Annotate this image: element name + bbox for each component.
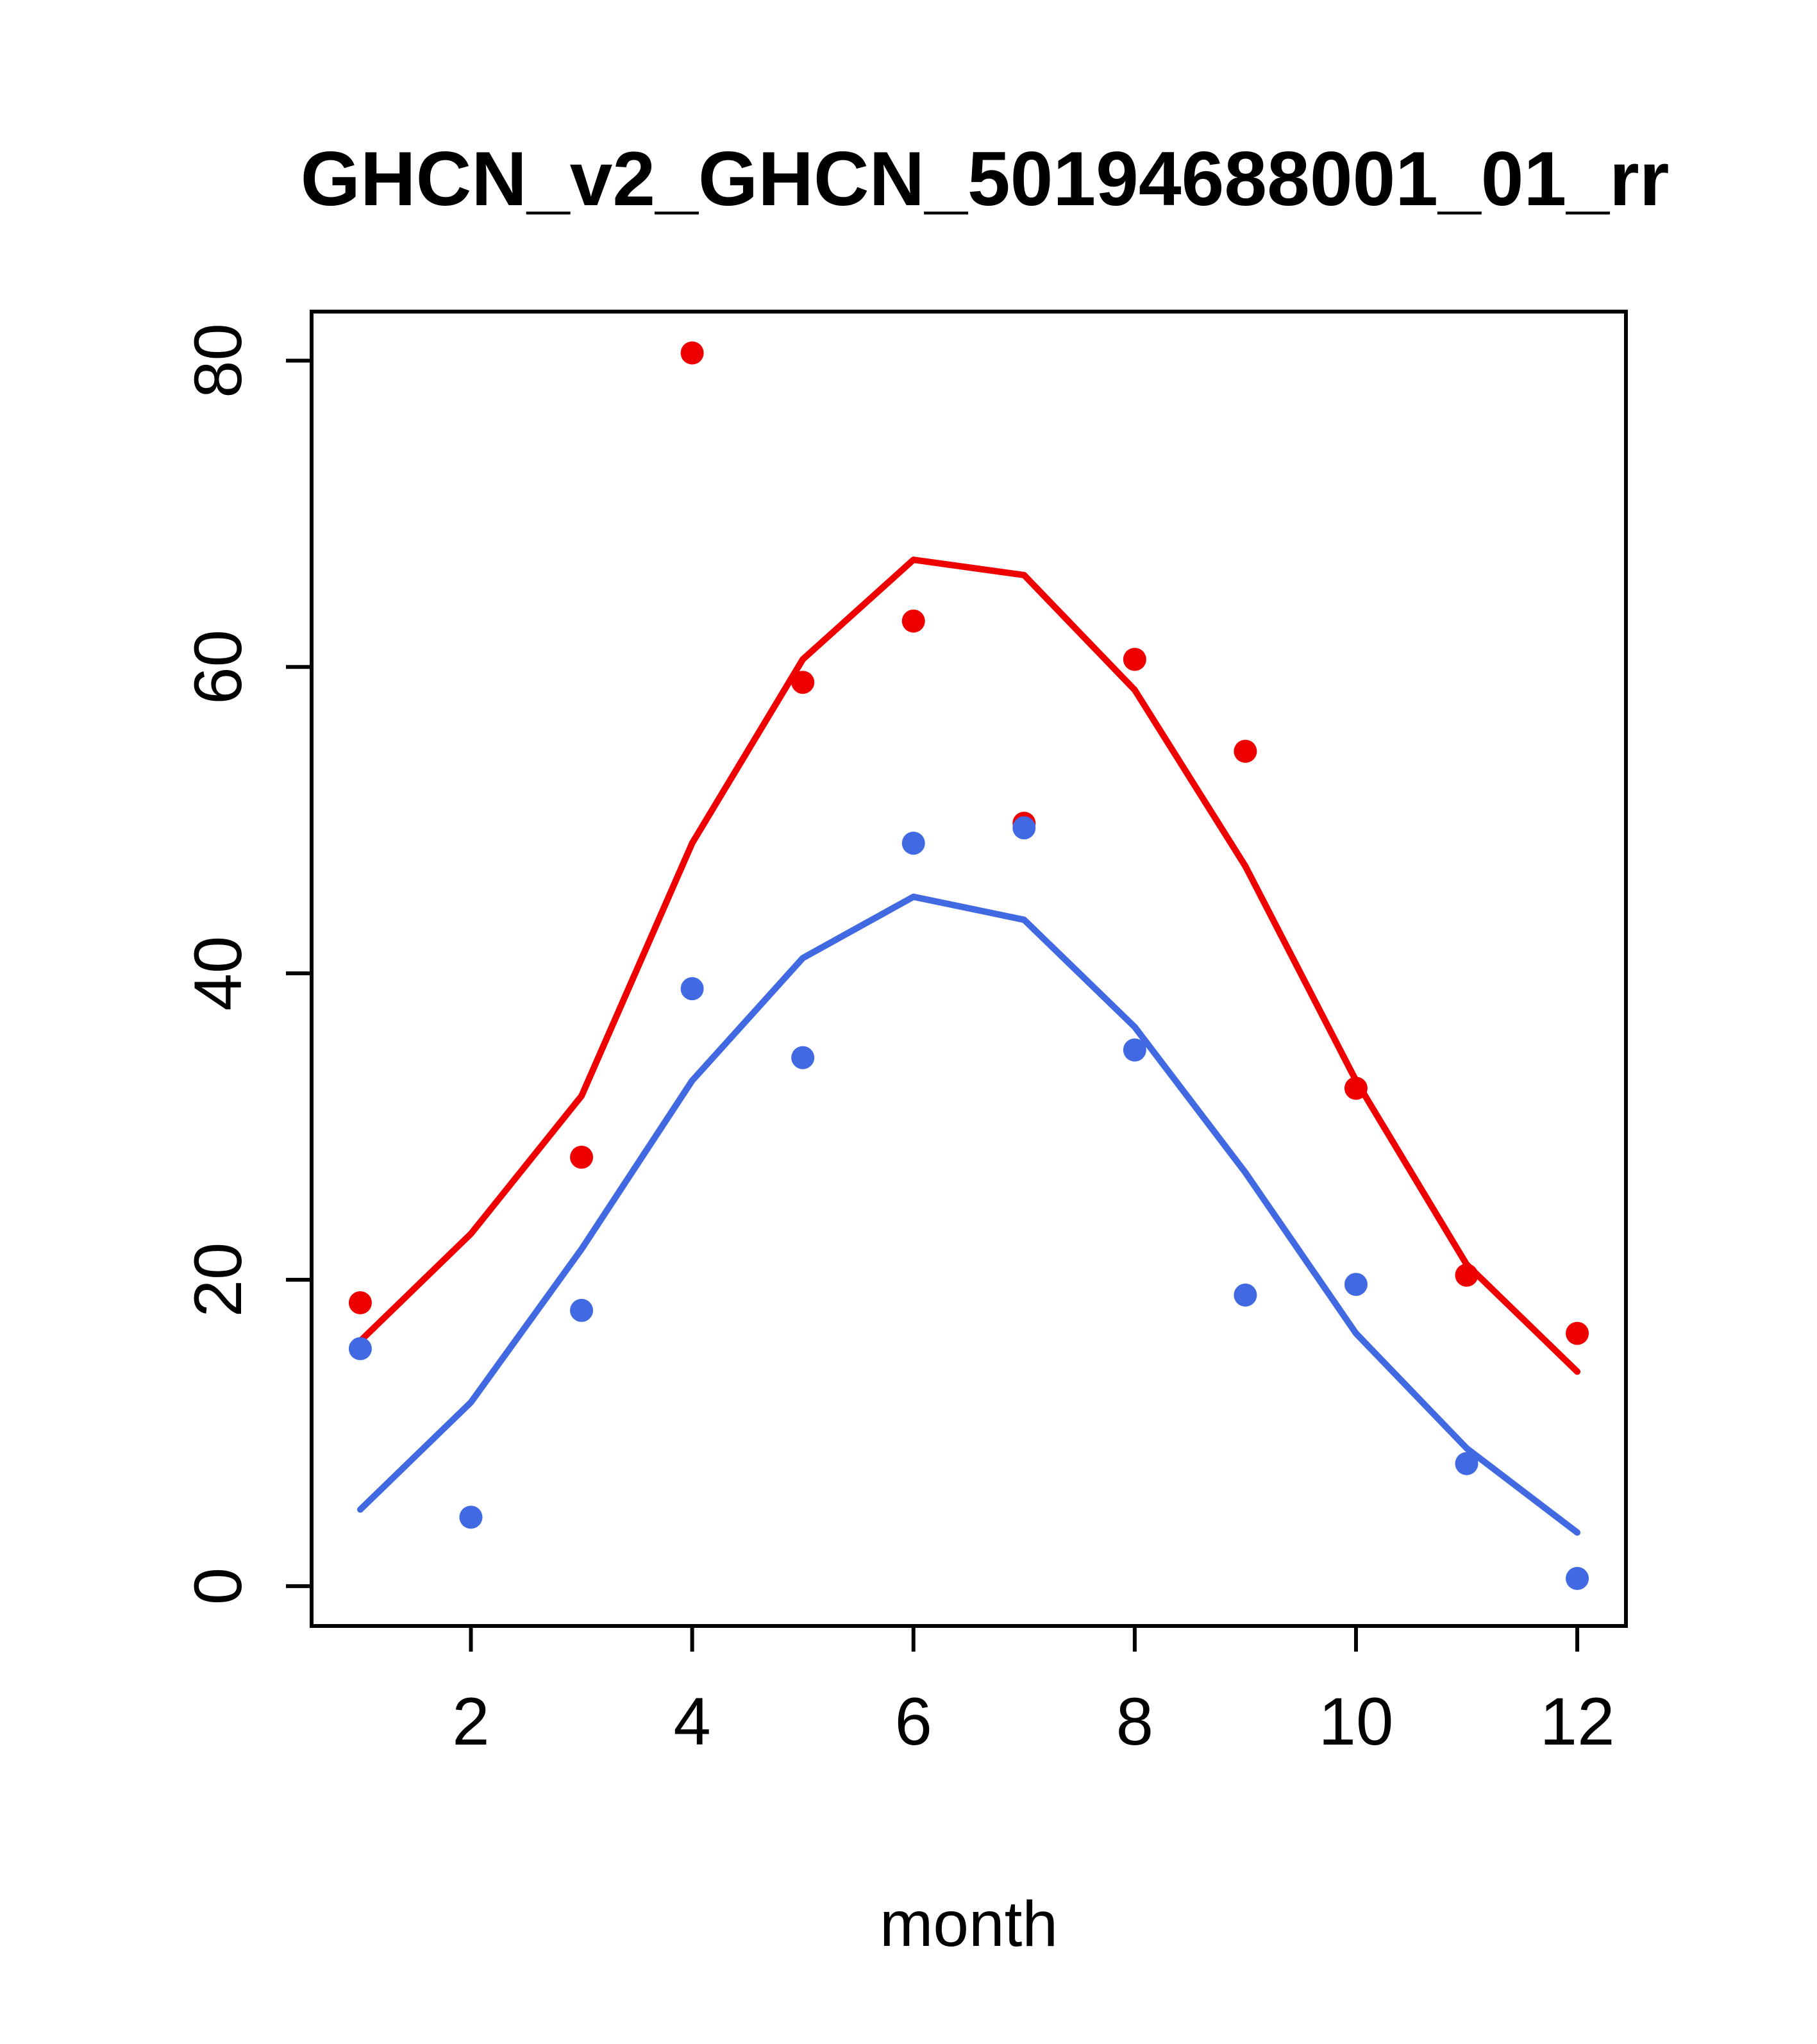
x-axis-label: month [880, 1888, 1058, 1960]
red-line [356, 557, 1581, 1375]
y-tick-label: 0 [181, 1568, 256, 1605]
y-tick-label: 60 [181, 630, 256, 705]
x-tick-label: 4 [673, 1684, 710, 1759]
red-point [570, 1145, 594, 1169]
blue-point [791, 1046, 815, 1069]
blue-point [1344, 1273, 1368, 1296]
red-point [901, 609, 925, 633]
y-tick-label: 40 [181, 936, 256, 1011]
blue-point [680, 977, 704, 1001]
blue-point [1123, 1038, 1146, 1062]
chart-title: GHCN_v2_GHCN_50194688001_01_rr [301, 136, 1670, 222]
red-point [1455, 1263, 1478, 1287]
blue-line [356, 893, 1581, 1536]
blue-point [1234, 1283, 1257, 1307]
blue-point [348, 1337, 372, 1361]
y-tick-label: 80 [181, 323, 256, 398]
blue-point [570, 1298, 594, 1322]
red-point [1234, 739, 1257, 763]
red-point [1123, 648, 1146, 671]
blue-point [901, 832, 925, 855]
red-point [1344, 1076, 1368, 1100]
x-tick-label: 12 [1540, 1684, 1615, 1759]
blue-point [459, 1505, 483, 1529]
red-point [791, 671, 815, 694]
blue-point [1455, 1452, 1478, 1475]
red-point [1566, 1321, 1589, 1345]
red-point [680, 341, 704, 365]
plot-box [310, 310, 1628, 1628]
x-tick-label: 10 [1319, 1684, 1394, 1759]
x-tick-label: 2 [452, 1684, 489, 1759]
blue-point [1012, 816, 1036, 840]
x-tick-label: 8 [1116, 1684, 1153, 1759]
red-point [348, 1291, 372, 1314]
y-tick-label: 20 [181, 1243, 256, 1318]
blue-point [1566, 1566, 1589, 1590]
x-tick-label: 6 [895, 1684, 932, 1759]
